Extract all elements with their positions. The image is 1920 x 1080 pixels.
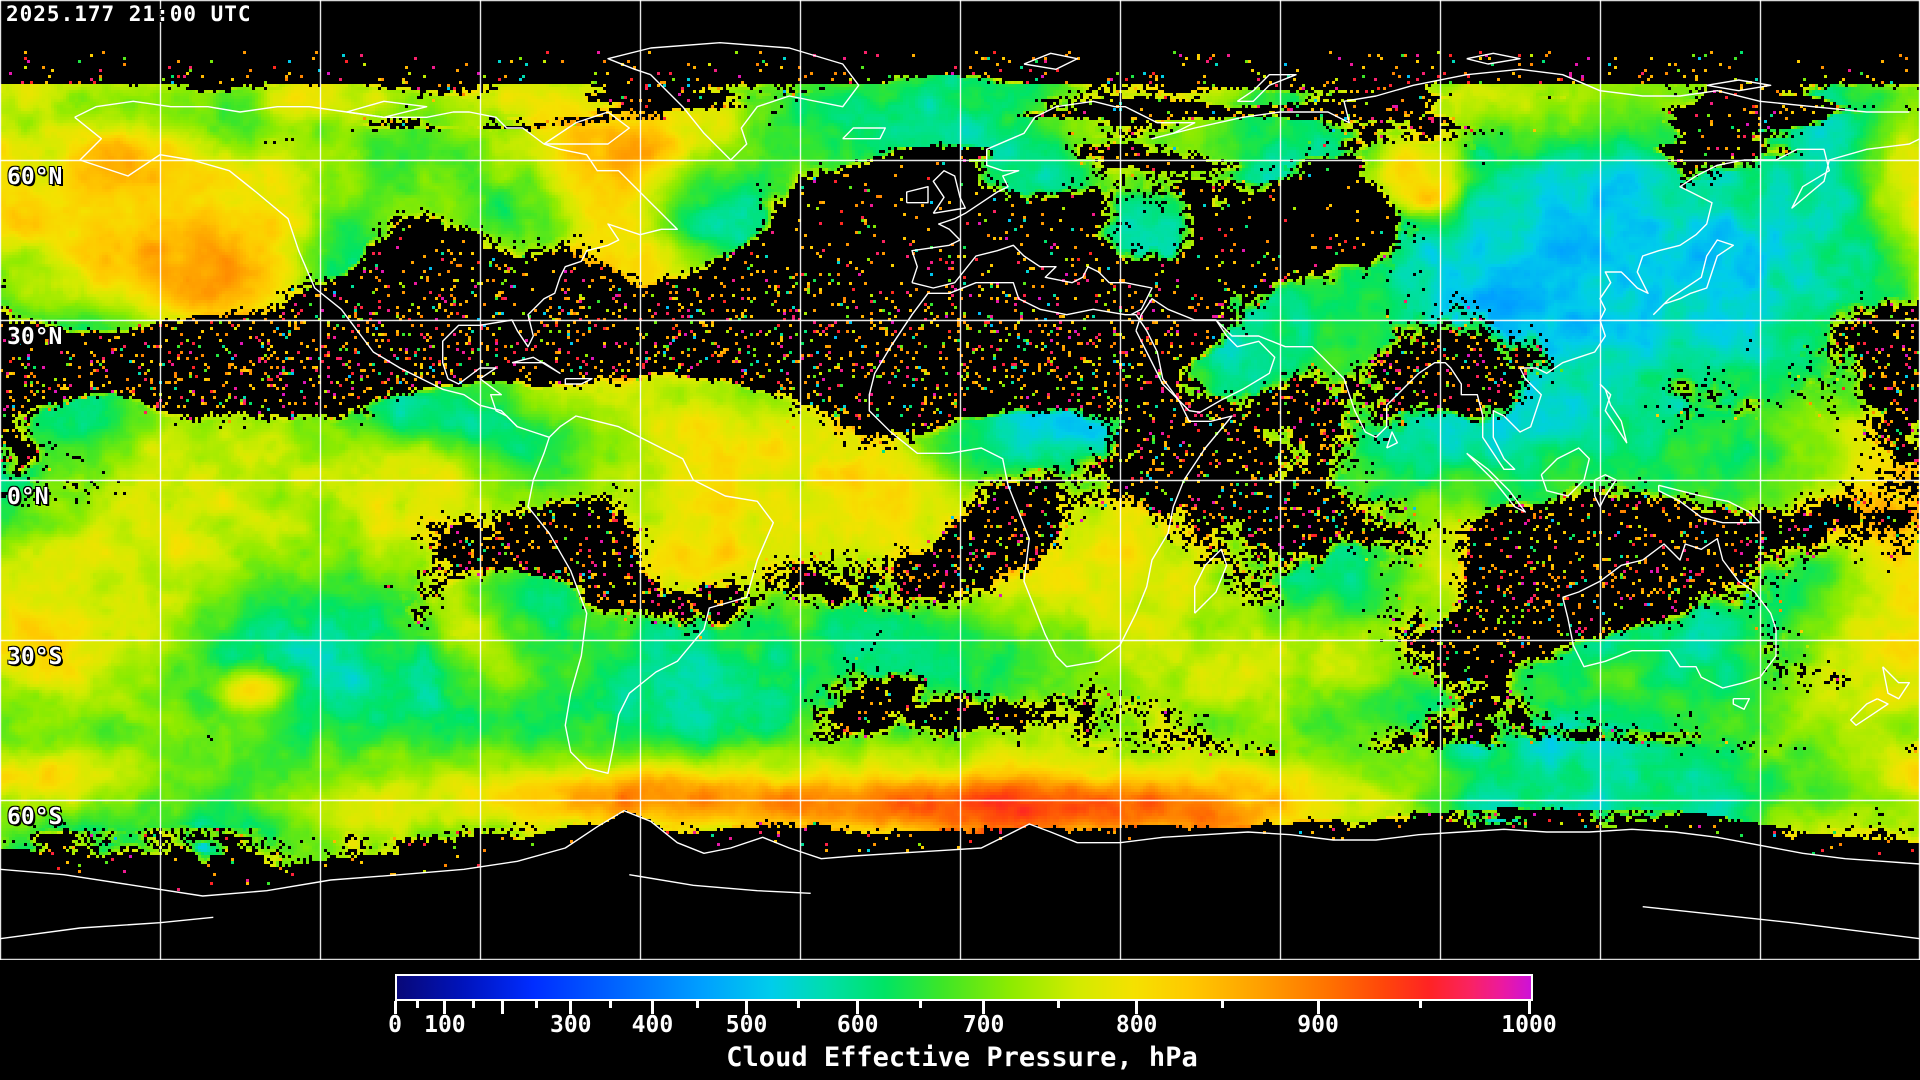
colorbar-tick-label: 500 — [725, 1012, 768, 1038]
latitude-label: 60°N — [7, 164, 63, 190]
latitude-label: 0°N — [7, 484, 49, 510]
colorbar-tick — [1527, 1001, 1531, 1014]
latitude-label: 30°N — [7, 324, 63, 350]
cloud-pressure-map-raster — [0, 0, 1920, 960]
colorbar-tick — [569, 1001, 573, 1014]
colorbar-tick — [471, 1001, 475, 1008]
latitude-label: 30°S — [7, 644, 63, 670]
colorbar-tick-label: 800 — [1115, 1012, 1158, 1038]
colorbar-tick — [443, 1001, 447, 1014]
colorbar-tick-label: 400 — [631, 1012, 674, 1038]
colorbar-tick-label: 100 — [424, 1012, 466, 1038]
colorbar-tick — [1135, 1001, 1139, 1014]
colorbar-tick — [1056, 1001, 1060, 1008]
colorbar-tick — [1221, 1001, 1225, 1008]
colorbar-tick-label: 600 — [836, 1012, 879, 1038]
colorbar-tick-label: 900 — [1297, 1012, 1339, 1038]
colorbar-tick — [650, 1001, 654, 1014]
colorbar-tick — [501, 1001, 505, 1014]
timestamp-label: 2025.177 21:00 UTC — [6, 2, 252, 26]
colorbar-tick — [393, 1001, 397, 1014]
colorbar-tick — [797, 1001, 801, 1008]
colorbar-gradient-bar — [395, 974, 1533, 1001]
colorbar-tick — [535, 1001, 539, 1008]
colorbar-tick — [1418, 1001, 1422, 1008]
latitude-label: 60°S — [7, 804, 63, 830]
colorbar-tick — [416, 1001, 420, 1008]
colorbar-tick — [696, 1001, 700, 1008]
colorbar-tick — [918, 1001, 922, 1008]
colorbar-tick — [856, 1001, 860, 1014]
colorbar-tick — [745, 1001, 749, 1014]
colorbar-tick — [1316, 1001, 1320, 1014]
colorbar-title: Cloud Effective Pressure, hPa — [726, 1042, 1198, 1073]
colorbar-tick-label: 1000 — [1501, 1012, 1557, 1038]
colorbar-tick-label: 700 — [962, 1012, 1005, 1038]
colorbar-tick — [982, 1001, 986, 1014]
colorbar-tick-label: 300 — [549, 1012, 592, 1038]
colorbar-tick — [608, 1001, 612, 1008]
colorbar-tick-label: 0 — [388, 1012, 402, 1038]
